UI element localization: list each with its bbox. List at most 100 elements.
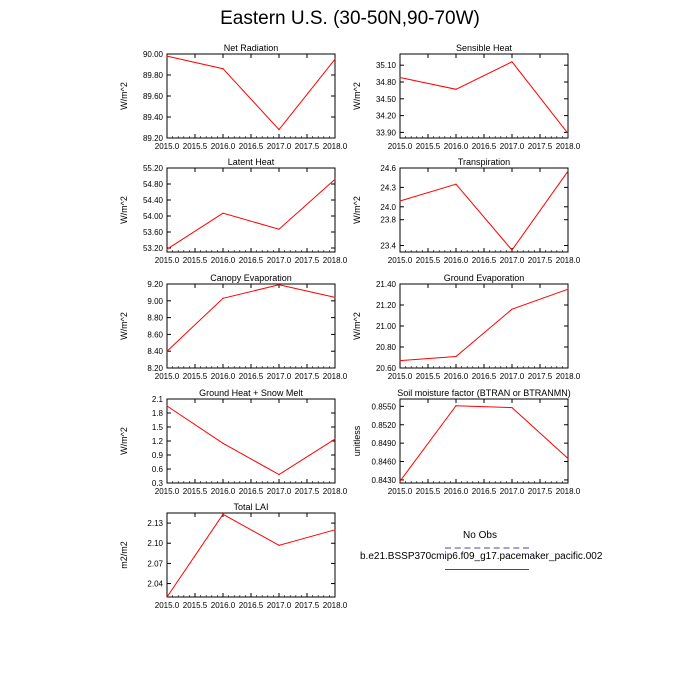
y-tick-label: 89.20: [143, 134, 164, 143]
y-axis-label: m2/m2: [119, 541, 129, 569]
x-tick-label: 2018.0: [556, 487, 581, 496]
data-point: [222, 513, 224, 515]
x-tick-label: 2017.5: [295, 372, 320, 381]
x-tick-label: 2015.0: [388, 256, 413, 265]
legend-obs-swatch: [445, 547, 529, 549]
x-tick-label: 2017.0: [500, 142, 525, 151]
data-point: [567, 288, 569, 290]
x-tick-label: 2015.0: [155, 372, 180, 381]
data-point: [511, 61, 513, 63]
y-tick-label: 34.50: [376, 95, 397, 104]
y-tick-label: 9.00: [147, 297, 163, 306]
x-tick-label: 2015.5: [416, 372, 441, 381]
y-tick-label: 55.20: [143, 164, 164, 173]
panel-title: Soil moisture factor (BTRAN or BTRANMN): [397, 388, 571, 398]
y-tick-label: 2.07: [147, 559, 163, 568]
x-tick-label: 2016.5: [472, 142, 497, 151]
y-tick-label: 0.8520: [372, 421, 397, 430]
x-tick-label: 2017.0: [267, 372, 292, 381]
x-tick-label: 2018.0: [323, 372, 348, 381]
x-tick-label: 2016.0: [444, 142, 469, 151]
y-tick-label: 21.20: [376, 301, 397, 310]
data-point: [278, 544, 280, 546]
y-tick-label: 89.80: [143, 71, 164, 80]
x-tick-label: 2017.5: [528, 256, 553, 265]
x-tick-label: 2015.5: [183, 142, 208, 151]
data-point: [278, 474, 280, 476]
plot-frame: [399, 398, 569, 484]
data-point: [278, 284, 280, 286]
x-tick-label: 2016.0: [211, 142, 236, 151]
data-point: [278, 228, 280, 230]
y-axis-label: W/m^2: [119, 312, 129, 340]
series-line: [166, 284, 336, 352]
data-point: [567, 132, 569, 135]
y-tick-label: 34.20: [376, 112, 397, 121]
x-tick-label: 2017.5: [295, 601, 320, 610]
data-point: [455, 405, 457, 407]
y-tick-label: 33.90: [376, 128, 397, 137]
data-point: [399, 480, 401, 482]
panel-title: Total LAI: [233, 502, 268, 512]
data-point: [455, 355, 457, 358]
data-point: [334, 58, 336, 60]
y-axis-label: W/m^2: [352, 82, 362, 110]
x-tick-label: 2017.0: [267, 256, 292, 265]
x-tick-label: 2015.0: [155, 601, 180, 610]
series-line: [399, 61, 569, 134]
y-axis-label: W/m^2: [119, 427, 129, 455]
x-tick-label: 2016.0: [444, 372, 469, 381]
x-tick-label: 2015.0: [155, 256, 180, 265]
x-tick-label: 2015.5: [416, 487, 441, 496]
series-line: [166, 405, 336, 476]
y-tick-label: 0.8490: [372, 439, 397, 448]
y-tick-label: 89.60: [143, 92, 164, 101]
data-point: [222, 442, 224, 444]
x-tick-label: 2016.0: [211, 601, 236, 610]
x-tick-label: 2015.5: [183, 601, 208, 610]
x-tick-label: 2015.5: [183, 256, 208, 265]
plot-frame: [166, 167, 336, 253]
legend-obs-label: No Obs: [463, 530, 497, 541]
y-tick-label: 0.8430: [372, 476, 397, 485]
y-tick-label: 23.4: [380, 242, 396, 251]
y-tick-label: 2.13: [147, 519, 163, 528]
y-tick-label: 8.40: [147, 347, 163, 356]
legend-model-label: b.e21.BSSP370cmip6.f09_g17.pacemaker_pac…: [360, 551, 603, 562]
y-tick-label: 0.3: [152, 479, 164, 488]
data-point: [334, 438, 336, 440]
y-tick-label: 8.80: [147, 314, 163, 323]
figure-title: Eastern U.S. (30-50N,90-70W): [220, 8, 480, 29]
x-tick-label: 2017.5: [528, 372, 553, 381]
x-tick-label: 2016.5: [239, 142, 264, 151]
x-tick-label: 2018.0: [323, 487, 348, 496]
data-point: [166, 55, 168, 57]
x-tick-label: 2016.5: [239, 601, 264, 610]
series-line: [399, 170, 569, 251]
y-tick-label: 90.00: [143, 50, 164, 59]
y-tick-label: 8.60: [147, 330, 163, 339]
panel-title: Net Radiation: [224, 43, 279, 53]
x-tick-label: 2017.5: [528, 487, 553, 496]
y-tick-label: 53.60: [143, 228, 164, 237]
data-point: [399, 76, 401, 79]
y-tick-label: 1.5: [152, 423, 164, 432]
y-tick-label: 54.80: [143, 180, 164, 189]
data-point: [455, 183, 457, 185]
y-tick-label: 53.20: [143, 244, 164, 253]
panel-title: Ground Heat + Snow Melt: [199, 388, 303, 398]
x-tick-label: 2017.0: [267, 601, 292, 610]
y-tick-label: 34.80: [376, 78, 397, 87]
series-line: [166, 178, 336, 250]
y-tick-label: 24.3: [380, 183, 396, 192]
y-tick-label: 21.00: [376, 322, 397, 331]
y-tick-label: 9.20: [147, 280, 163, 289]
series-line: [166, 513, 336, 598]
x-tick-label: 2017.5: [528, 142, 553, 151]
y-tick-label: 0.6: [152, 465, 164, 474]
x-tick-label: 2016.5: [239, 372, 264, 381]
legend-model-swatch: [445, 569, 529, 570]
y-tick-label: 0.8550: [372, 402, 397, 411]
series-line: [399, 405, 569, 482]
